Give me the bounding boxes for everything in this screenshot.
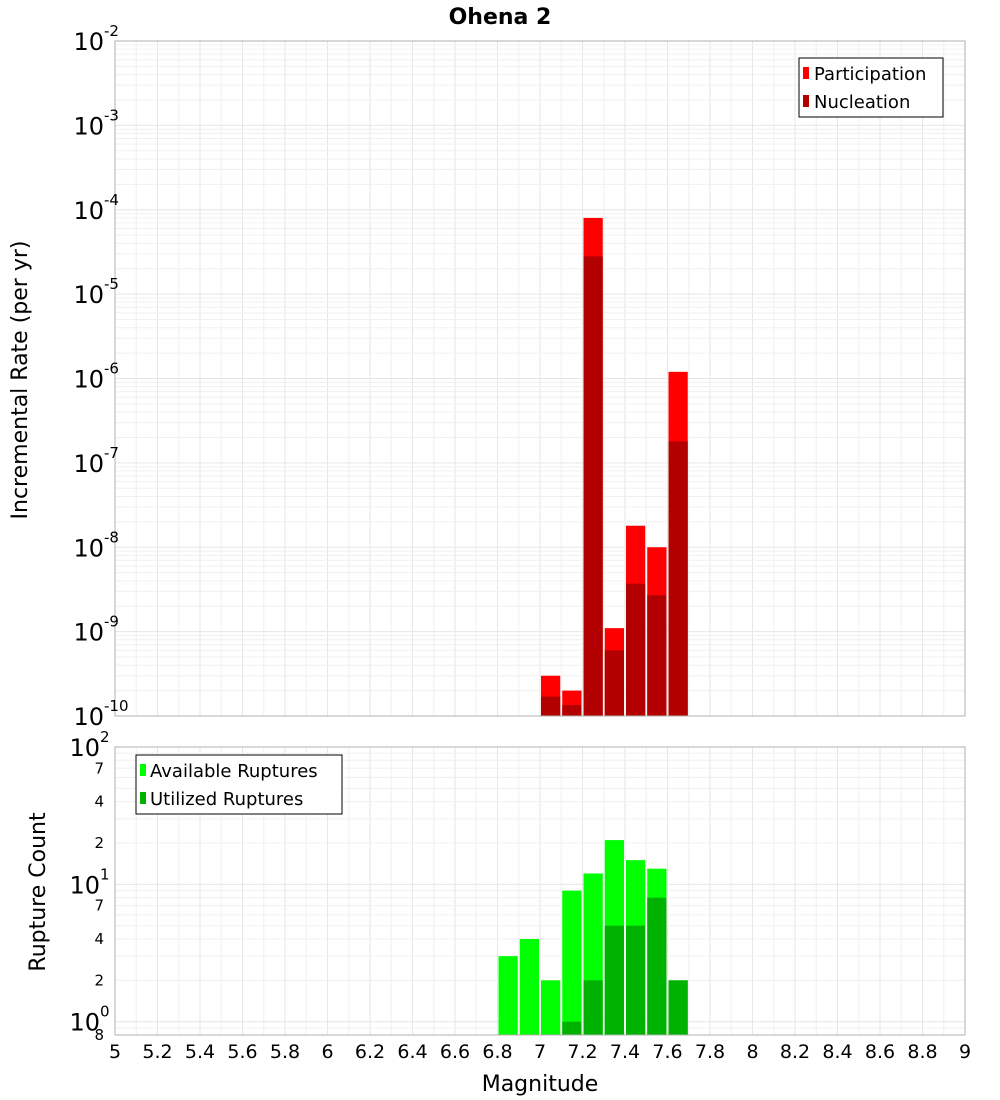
- count-bar-available-ruptures: [519, 939, 539, 1035]
- x-tick-label: 7.4: [610, 1041, 640, 1063]
- count-legend-box: [135, 754, 343, 815]
- x-tick-label: 7.8: [695, 1041, 725, 1063]
- rate-bar-nucleation: [583, 256, 603, 716]
- rate-plot-frame: [114, 40, 966, 717]
- rate-y-tick-exponent: -5: [104, 275, 119, 293]
- legend-swatch-available: [140, 764, 146, 776]
- rate-y-tick-exponent: -9: [104, 613, 119, 631]
- rate-y-tick-label: 10: [73, 619, 104, 647]
- rate-y-tick-exponent: -10: [104, 697, 129, 715]
- count-y-minor-tick-label: 7: [94, 759, 104, 777]
- count-bar-utilized-ruptures: [626, 925, 646, 1035]
- rate-y-tick-exponent: -2: [104, 22, 119, 40]
- rate-bar-nucleation: [604, 650, 624, 716]
- rate-bar-nucleation: [626, 583, 646, 716]
- count-y-minor-tick-label: 7: [94, 897, 104, 915]
- x-tick-label: 9: [959, 1041, 971, 1063]
- count-bar-available-ruptures: [541, 980, 561, 1035]
- x-tick-label: 6.6: [440, 1041, 470, 1063]
- rate-y-tick-label: 10: [73, 28, 104, 56]
- x-tick-label: 8.2: [780, 1041, 810, 1063]
- count-y-tick-label: 10: [69, 871, 100, 899]
- chart-title: Ohena 2: [449, 5, 552, 30]
- count-y-minor-tick-label: 4: [94, 793, 104, 811]
- legend-label-available: Available Ruptures: [150, 761, 318, 782]
- count-bar-utilized-ruptures: [583, 980, 603, 1035]
- x-tick-label: 8.4: [822, 1041, 852, 1063]
- x-axis-label: Magnitude: [482, 1072, 599, 1097]
- rate-bars: [541, 217, 688, 716]
- count-bar-available-ruptures: [562, 890, 582, 1035]
- rate-grid: [115, 40, 965, 717]
- count-bar-utilized-ruptures: [647, 897, 667, 1035]
- count-bar-utilized-ruptures: [604, 925, 624, 1035]
- count-plot-frame: [114, 746, 966, 1036]
- count-bar-available-ruptures: [498, 956, 518, 1035]
- x-tick-label: 6: [321, 1041, 333, 1063]
- legend-swatch-nucleation: [803, 95, 809, 107]
- legend-label-utilized: Utilized Ruptures: [150, 789, 303, 810]
- x-tick-label: 8: [746, 1041, 758, 1063]
- rate-panel: 10-210-310-410-510-610-710-810-910-10 In…: [8, 22, 966, 731]
- count-y-minor-tick-label: 2: [94, 834, 104, 852]
- x-tick-label: 8.8: [907, 1041, 937, 1063]
- count-y-tick-exponent: 1: [100, 865, 110, 883]
- rate-y-tick-label: 10: [73, 197, 104, 225]
- rate-legend[interactable]: Participation Nucleation: [798, 57, 944, 118]
- count-bar-utilized-ruptures: [668, 980, 688, 1035]
- rate-legend-box: [798, 57, 944, 118]
- rate-y-tick-label: 10: [73, 450, 104, 478]
- count-bar-utilized-ruptures: [562, 1021, 582, 1035]
- x-axis-ticks: 5 5.2 5.4 5.6 5.8 6 6.2 6.4 6.6 6.8 7 7.2 7.4 7.6 7.8 8…: [109, 1041, 971, 1063]
- legend-label-participation: Participation: [814, 64, 926, 85]
- x-tick-label: 5.6: [227, 1041, 257, 1063]
- count-y-minor-tick-label: 2: [94, 971, 104, 989]
- count-legend[interactable]: Available Ruptures Utilized Ruptures: [135, 754, 343, 815]
- x-tick-label: 7.2: [567, 1041, 597, 1063]
- x-tick-label: 5.8: [270, 1041, 300, 1063]
- x-tick-label: 6.8: [482, 1041, 512, 1063]
- rate-y-axis-label: Incremental Rate (per yr): [8, 241, 33, 520]
- count-y-tick-exponent: 2: [100, 728, 110, 746]
- rate-y-tick-label: 10: [73, 366, 104, 394]
- rate-y-tick-exponent: -8: [104, 528, 119, 546]
- rate-bar-nucleation: [541, 696, 561, 716]
- legend-swatch-participation: [803, 67, 809, 79]
- rate-bar-nucleation: [668, 441, 688, 716]
- rate-y-tick-exponent: -7: [104, 444, 119, 462]
- rate-y-tick-label: 10: [73, 281, 104, 309]
- x-tick-label: 7.6: [652, 1041, 682, 1063]
- count-y-minor-tick-label: 4: [94, 930, 104, 948]
- x-tick-label: 8.6: [865, 1041, 895, 1063]
- count-y-minor-tick-label: 8: [94, 1026, 104, 1044]
- count-y-tick-label: 10: [69, 1009, 100, 1037]
- legend-label-nucleation: Nucleation: [814, 92, 910, 113]
- rate-y-tick-exponent: -4: [104, 191, 119, 209]
- rate-bar-nucleation: [562, 705, 582, 716]
- count-y-axis-label: Rupture Count: [26, 812, 51, 972]
- x-tick-label: 7: [534, 1041, 546, 1063]
- rate-y-tick-exponent: -3: [104, 106, 119, 124]
- rate-bar-nucleation: [647, 595, 667, 716]
- count-y-tick-exponent: 0: [100, 1003, 110, 1021]
- rate-y-tick-exponent: -6: [104, 360, 119, 378]
- rate-y-tick-label: 10: [73, 703, 104, 731]
- count-bars: [498, 840, 688, 1035]
- x-tick-label: 6.2: [355, 1041, 385, 1063]
- rate-y-tick-label: 10: [73, 534, 104, 562]
- rate-y-tick-label: 10: [73, 112, 104, 140]
- x-tick-label: 5.4: [185, 1041, 215, 1063]
- rate-y-ticks: 10-210-310-410-510-610-710-810-910-10: [73, 22, 128, 731]
- count-y-tick-label: 10: [69, 734, 100, 762]
- x-tick-label: 5: [109, 1041, 121, 1063]
- x-tick-label: 6.4: [397, 1041, 427, 1063]
- x-tick-label: 5.2: [142, 1041, 172, 1063]
- legend-swatch-utilized: [140, 792, 146, 804]
